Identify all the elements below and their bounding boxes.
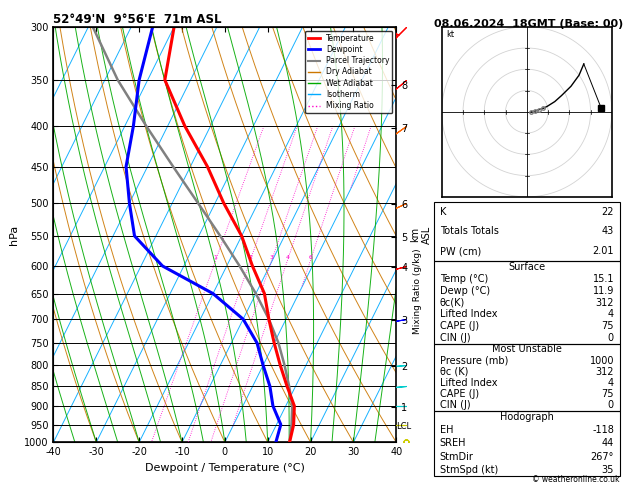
Y-axis label: hPa: hPa [9, 225, 18, 244]
Text: CIN (J): CIN (J) [440, 333, 470, 343]
Text: 312: 312 [596, 297, 614, 308]
Legend: Temperature, Dewpoint, Parcel Trajectory, Dry Adiabat, Wet Adiabat, Isotherm, Mi: Temperature, Dewpoint, Parcel Trajectory… [305, 31, 392, 113]
Text: 52°49'N  9°56'E  71m ASL: 52°49'N 9°56'E 71m ASL [53, 13, 222, 26]
Text: Dewp (°C): Dewp (°C) [440, 286, 490, 296]
Text: Hodograph: Hodograph [500, 412, 554, 422]
Text: 35: 35 [601, 465, 614, 475]
Text: SREH: SREH [440, 438, 466, 449]
Bar [434, 261, 620, 344]
Text: Totals Totals: Totals Totals [440, 226, 498, 237]
Text: CAPE (J): CAPE (J) [440, 389, 479, 399]
Bar [434, 344, 620, 411]
Bar [434, 411, 620, 476]
Text: 1: 1 [214, 255, 218, 260]
Text: 0: 0 [608, 333, 614, 343]
Text: 44: 44 [602, 438, 614, 449]
Text: Lifted Index: Lifted Index [440, 309, 497, 319]
Text: 4: 4 [608, 378, 614, 388]
Text: StmDir: StmDir [440, 451, 474, 462]
Text: 11.9: 11.9 [593, 286, 614, 296]
Text: Most Unstable: Most Unstable [492, 345, 562, 354]
Text: 4: 4 [608, 309, 614, 319]
Text: 2: 2 [248, 255, 252, 260]
Text: 0: 0 [608, 400, 614, 410]
Text: 3: 3 [270, 255, 274, 260]
Text: 267°: 267° [591, 451, 614, 462]
Text: 312: 312 [596, 367, 614, 377]
Text: LCL: LCL [396, 422, 411, 431]
Y-axis label: km
ASL: km ASL [410, 226, 431, 243]
Text: θᴄ(K): θᴄ(K) [440, 297, 465, 308]
Text: 4: 4 [286, 255, 289, 260]
Text: 2.01: 2.01 [593, 246, 614, 256]
Text: 15.1: 15.1 [593, 274, 614, 284]
Text: 08.06.2024  18GMT (Base: 00): 08.06.2024 18GMT (Base: 00) [434, 19, 623, 30]
Text: © weatheronline.co.uk: © weatheronline.co.uk [532, 474, 620, 484]
Text: Temp (°C): Temp (°C) [440, 274, 488, 284]
Text: K: K [440, 207, 446, 217]
Text: 75: 75 [601, 389, 614, 399]
Text: EH: EH [440, 425, 453, 435]
Text: Surface: Surface [508, 262, 545, 272]
Bar [434, 202, 620, 261]
Text: -118: -118 [592, 425, 614, 435]
Text: θᴄ (K): θᴄ (K) [440, 367, 468, 377]
Text: 43: 43 [602, 226, 614, 237]
Text: 1000: 1000 [589, 356, 614, 365]
Text: Mixing Ratio (g/kg): Mixing Ratio (g/kg) [413, 249, 421, 334]
Text: 6: 6 [309, 255, 313, 260]
Text: CIN (J): CIN (J) [440, 400, 470, 410]
Text: 75: 75 [601, 321, 614, 331]
Text: Lifted Index: Lifted Index [440, 378, 497, 388]
Text: 22: 22 [601, 207, 614, 217]
Text: Pressure (mb): Pressure (mb) [440, 356, 508, 365]
Text: CAPE (J): CAPE (J) [440, 321, 479, 331]
Text: StmSpd (kt): StmSpd (kt) [440, 465, 498, 475]
Text: kt: kt [446, 30, 454, 39]
Text: PW (cm): PW (cm) [440, 246, 481, 256]
X-axis label: Dewpoint / Temperature (°C): Dewpoint / Temperature (°C) [145, 463, 305, 473]
